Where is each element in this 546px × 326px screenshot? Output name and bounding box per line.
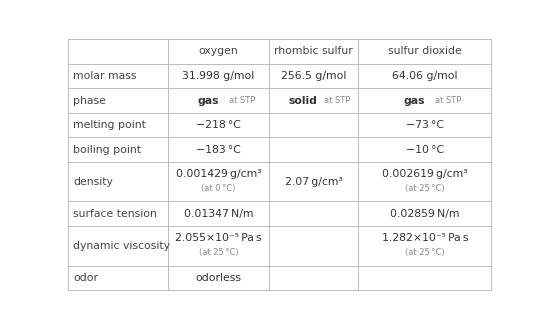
Text: at STP: at STP bbox=[435, 96, 461, 105]
Text: 2.07 g/cm³: 2.07 g/cm³ bbox=[285, 177, 342, 187]
Text: −183 °C: −183 °C bbox=[196, 145, 241, 155]
Text: (at 25 °C): (at 25 °C) bbox=[405, 184, 444, 193]
Text: sulfur dioxide: sulfur dioxide bbox=[388, 46, 461, 56]
Text: 2.055×10⁻⁵ Pa s: 2.055×10⁻⁵ Pa s bbox=[175, 233, 262, 243]
Text: gas: gas bbox=[197, 96, 218, 106]
Text: −218 °C: −218 °C bbox=[196, 120, 241, 130]
Text: 31.998 g/mol: 31.998 g/mol bbox=[182, 71, 254, 81]
Text: oxygen: oxygen bbox=[199, 46, 239, 56]
Text: solid: solid bbox=[289, 96, 318, 106]
Text: 0.001429 g/cm³: 0.001429 g/cm³ bbox=[176, 169, 261, 179]
Text: −10 °C: −10 °C bbox=[406, 145, 444, 155]
Text: 1.282×10⁻⁵ Pa s: 1.282×10⁻⁵ Pa s bbox=[382, 233, 468, 243]
Text: density: density bbox=[73, 177, 113, 187]
Text: 64.06 g/mol: 64.06 g/mol bbox=[392, 71, 458, 81]
Text: odor: odor bbox=[73, 273, 98, 283]
Text: at STP: at STP bbox=[229, 96, 255, 105]
Text: (at 25 °C): (at 25 °C) bbox=[405, 248, 444, 257]
Text: surface tension: surface tension bbox=[73, 209, 157, 219]
Text: rhombic sulfur: rhombic sulfur bbox=[274, 46, 353, 56]
Text: melting point: melting point bbox=[73, 120, 146, 130]
Text: phase: phase bbox=[73, 96, 106, 106]
Text: molar mass: molar mass bbox=[73, 71, 137, 81]
Text: at STP: at STP bbox=[324, 96, 350, 105]
Text: odorless: odorless bbox=[195, 273, 241, 283]
Text: −73 °C: −73 °C bbox=[406, 120, 444, 130]
Text: 0.02859 N/m: 0.02859 N/m bbox=[390, 209, 460, 219]
Text: boiling point: boiling point bbox=[73, 145, 141, 155]
Text: gas: gas bbox=[403, 96, 425, 106]
Text: (at 0 °C): (at 0 °C) bbox=[201, 184, 236, 193]
Text: 0.002619 g/cm³: 0.002619 g/cm³ bbox=[382, 169, 467, 179]
Text: dynamic viscosity: dynamic viscosity bbox=[73, 241, 170, 251]
Text: 256.5 g/mol: 256.5 g/mol bbox=[281, 71, 346, 81]
Text: (at 25 °C): (at 25 °C) bbox=[199, 248, 238, 257]
Text: 0.01347 N/m: 0.01347 N/m bbox=[183, 209, 253, 219]
